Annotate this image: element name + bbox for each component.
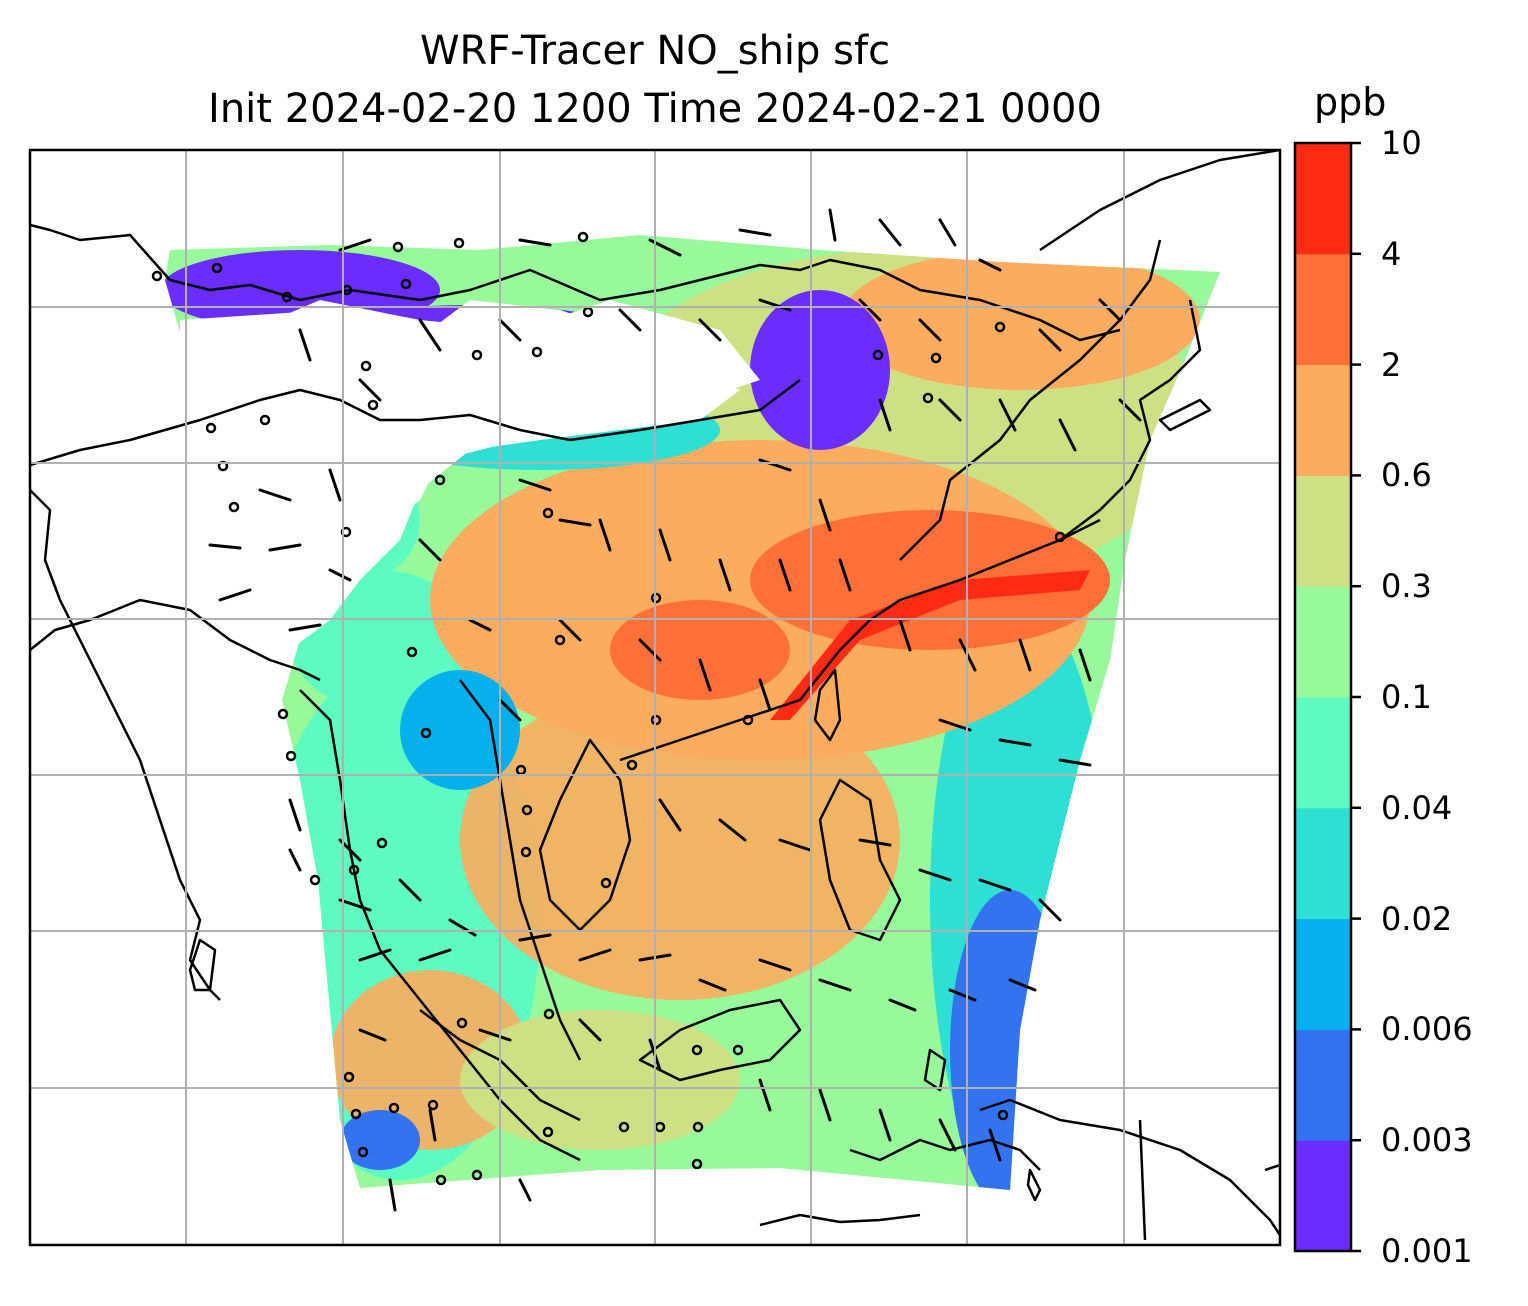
colorbar-segment <box>1295 697 1351 809</box>
colorbar-tick-label: 2 <box>1381 345 1402 384</box>
colorbar-tick-label: 0.1 <box>1381 678 1432 716</box>
colorbar-tick-label: 0.3 <box>1381 567 1432 606</box>
colorbar-unit-label: ppb <box>1314 80 1387 124</box>
colorbar-segment <box>1295 253 1351 366</box>
colorbar-tick-label: 4 <box>1381 234 1402 273</box>
colorbar-segment <box>1295 143 1351 255</box>
colorbar-segment <box>1295 1029 1351 1141</box>
map-title-line-1: WRF-Tracer NO_ship sfc <box>419 28 891 74</box>
colorbar-tick-label: 0.006 <box>1381 1010 1473 1049</box>
map-frame <box>28 148 1282 1247</box>
colorbar-segment <box>1295 364 1351 476</box>
colorbar-segment <box>1295 1140 1351 1252</box>
map-panel <box>30 150 1280 1245</box>
colorbar-segment <box>1295 918 1351 1030</box>
wind-barbs <box>208 208 1142 1212</box>
colorbar-tick-label: 0.02 <box>1381 899 1453 938</box>
colorbar-segment <box>1295 586 1351 698</box>
colorbar-tick-label: 10 <box>1381 124 1422 162</box>
colorbar-tick-label: 0.001 <box>1381 1232 1473 1270</box>
map-title-line-2: Init 2024-02-20 1200 Time 2024-02-21 000… <box>208 86 1102 132</box>
colorbar <box>1295 141 1361 1253</box>
colorbar-tick-label: 0.6 <box>1381 456 1432 495</box>
colorbar-tick-label: 0.003 <box>1381 1121 1473 1160</box>
colorbar-segment <box>1295 807 1351 920</box>
colorbar-frame <box>1293 141 1353 1253</box>
colorbar-tick-label: 0.04 <box>1381 788 1453 827</box>
colorbar-segment <box>1295 475 1351 587</box>
gridlines <box>30 150 1280 1245</box>
